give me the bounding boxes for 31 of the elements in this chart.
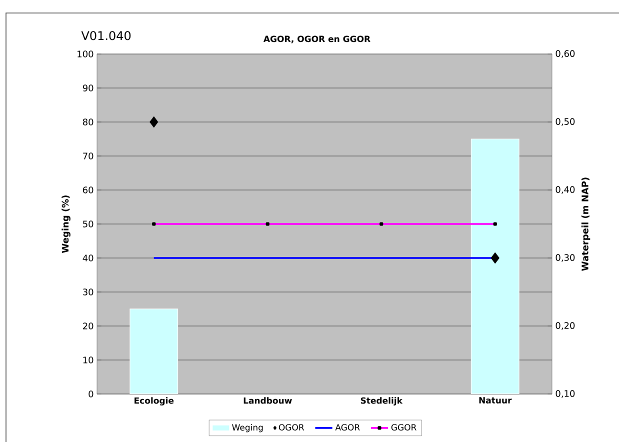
- legend-label: GGOR: [391, 424, 416, 431]
- y2-tick-label: 0,50: [556, 118, 575, 126]
- y2-tick-label: 0,10: [556, 390, 575, 398]
- y-tick-label: 80: [82, 118, 94, 126]
- y-tick-label: 20: [83, 322, 94, 330]
- y2-tick-label: 0,40: [556, 186, 575, 194]
- y-tick-label: 10: [83, 356, 94, 364]
- y-tick-label: 40: [82, 254, 94, 262]
- y2-tick-label: 0,30: [556, 254, 575, 262]
- legend-label: Weging: [232, 424, 263, 432]
- y-tick-label: 70: [83, 152, 94, 160]
- chart-title: AGOR, OGOR en GGOR: [264, 36, 370, 44]
- legend-label: OGOR: [278, 424, 304, 431]
- x-tick-label: Stedelijk: [360, 397, 403, 406]
- y-tick-label: 100: [78, 50, 94, 58]
- x-tick-label: Ecologie: [134, 397, 174, 406]
- point: [490, 252, 500, 264]
- x-tick-label: Natuur: [479, 397, 512, 404]
- y-tick-label: 60: [82, 186, 94, 194]
- y-tick-label: 90: [82, 84, 94, 92]
- y2-tick-label: 0,60: [556, 50, 575, 58]
- point: [150, 116, 158, 128]
- legend-label: AGOR: [335, 424, 360, 431]
- y-tick-label: 0: [88, 390, 94, 398]
- y2-axis-title: Waterpeil (m NAP): [581, 178, 590, 271]
- y-tick-label: 50: [83, 220, 94, 228]
- text: V01.040: [81, 31, 131, 40]
- y-tick-label: 30: [83, 288, 94, 296]
- y-axis-title: Weging (%): [62, 196, 70, 253]
- y2-tick-label: 0,20: [556, 322, 575, 330]
- x-tick-label: Landbouw: [244, 397, 292, 404]
